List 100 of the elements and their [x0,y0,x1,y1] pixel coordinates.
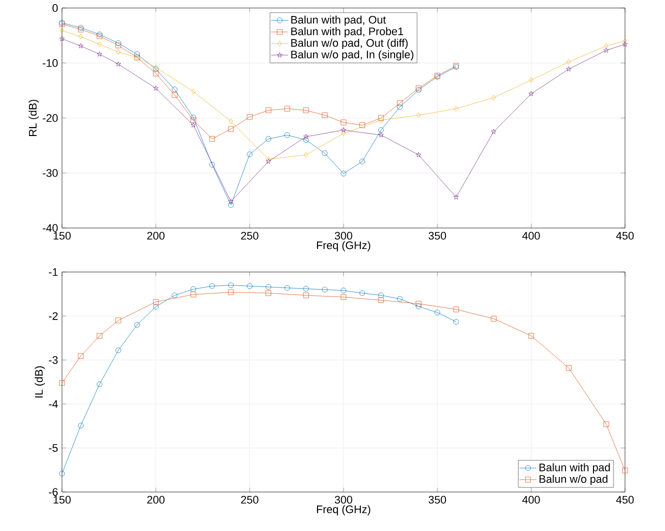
point [172,292,178,298]
x-tick-label: 400 [522,496,540,504]
point [491,94,496,100]
legend-label: Balun w/o pad [540,474,608,486]
point [284,106,290,112]
point [153,299,159,305]
x-tick-label: 450 [616,232,634,240]
point [566,59,571,65]
x-tick-label: 250 [241,496,258,504]
point [116,348,122,354]
point [96,333,102,339]
point [566,365,572,371]
legend-label: Balun with pad [540,463,610,474]
point [359,290,366,296]
point [190,122,196,128]
point [453,194,459,200]
point [78,422,84,428]
point [322,112,328,118]
point [266,136,272,142]
point [397,296,403,302]
x-tick-label: 250 [241,232,258,240]
point [59,470,65,476]
point [190,117,196,123]
x-axis-title: Freq (GHz) [317,505,370,516]
point [228,198,234,204]
point [416,300,422,306]
legend-label: Balun with pad, Probe1 [291,27,404,38]
point [378,292,384,298]
point [416,304,422,310]
point [340,120,346,126]
point [134,51,140,57]
y-axis-title: RL (dB) [28,100,39,136]
point [78,353,84,359]
point [246,114,252,120]
point [96,51,102,56]
y-tick-label: -1 [48,268,58,276]
y-tick-label: -5 [48,444,58,452]
point [191,88,196,94]
point [322,286,328,292]
point [303,292,309,298]
point [266,156,271,162]
legend-label: Balun w/o pad, In (single) [291,50,414,61]
point [266,108,272,114]
y-axis-title: IL (dB) [34,366,45,398]
point [303,286,309,292]
point [359,158,366,164]
point [434,310,440,316]
point [97,42,102,48]
point [416,112,421,118]
point [303,108,309,114]
point [340,294,346,300]
point [284,132,290,138]
point [284,285,290,291]
point [322,150,328,156]
point [134,322,140,328]
y-tick-label: -30 [42,169,58,177]
point [528,91,534,96]
point [622,38,628,44]
point [340,288,346,294]
y-tick-label: -4 [48,400,58,408]
point [622,42,628,47]
y-tick-label: -3 [48,356,58,364]
point [172,86,178,92]
point [78,34,83,40]
point [190,114,196,120]
point [190,286,196,292]
point [566,66,572,72]
point [246,283,252,289]
point [116,61,121,66]
point [266,290,272,296]
point [78,43,84,48]
point [490,128,496,134]
point [59,380,65,386]
x-tick-label: 150 [54,232,71,240]
point [209,136,215,142]
point [416,152,422,158]
point [528,333,534,339]
point [529,77,534,83]
y-tick-label: -6 [48,488,58,496]
point [603,421,610,428]
point [266,158,272,164]
y-tick-label: -40 [42,224,58,232]
point [304,152,308,158]
x-tick-label: 450 [616,496,634,504]
point [266,284,272,290]
point [116,40,122,46]
point [490,316,496,322]
point [153,86,158,91]
point [209,162,215,168]
point [116,42,122,48]
point [341,130,346,136]
point [378,132,384,138]
legend-label: Balun w/o pad, Out (diff) [291,38,408,49]
point [378,127,384,133]
x-tick-label: 150 [54,496,71,504]
point [96,381,102,387]
y-tick-label: -10 [42,59,58,67]
legend-label: Balun with pad, Out [291,16,386,26]
point [59,36,65,42]
point [604,48,609,53]
